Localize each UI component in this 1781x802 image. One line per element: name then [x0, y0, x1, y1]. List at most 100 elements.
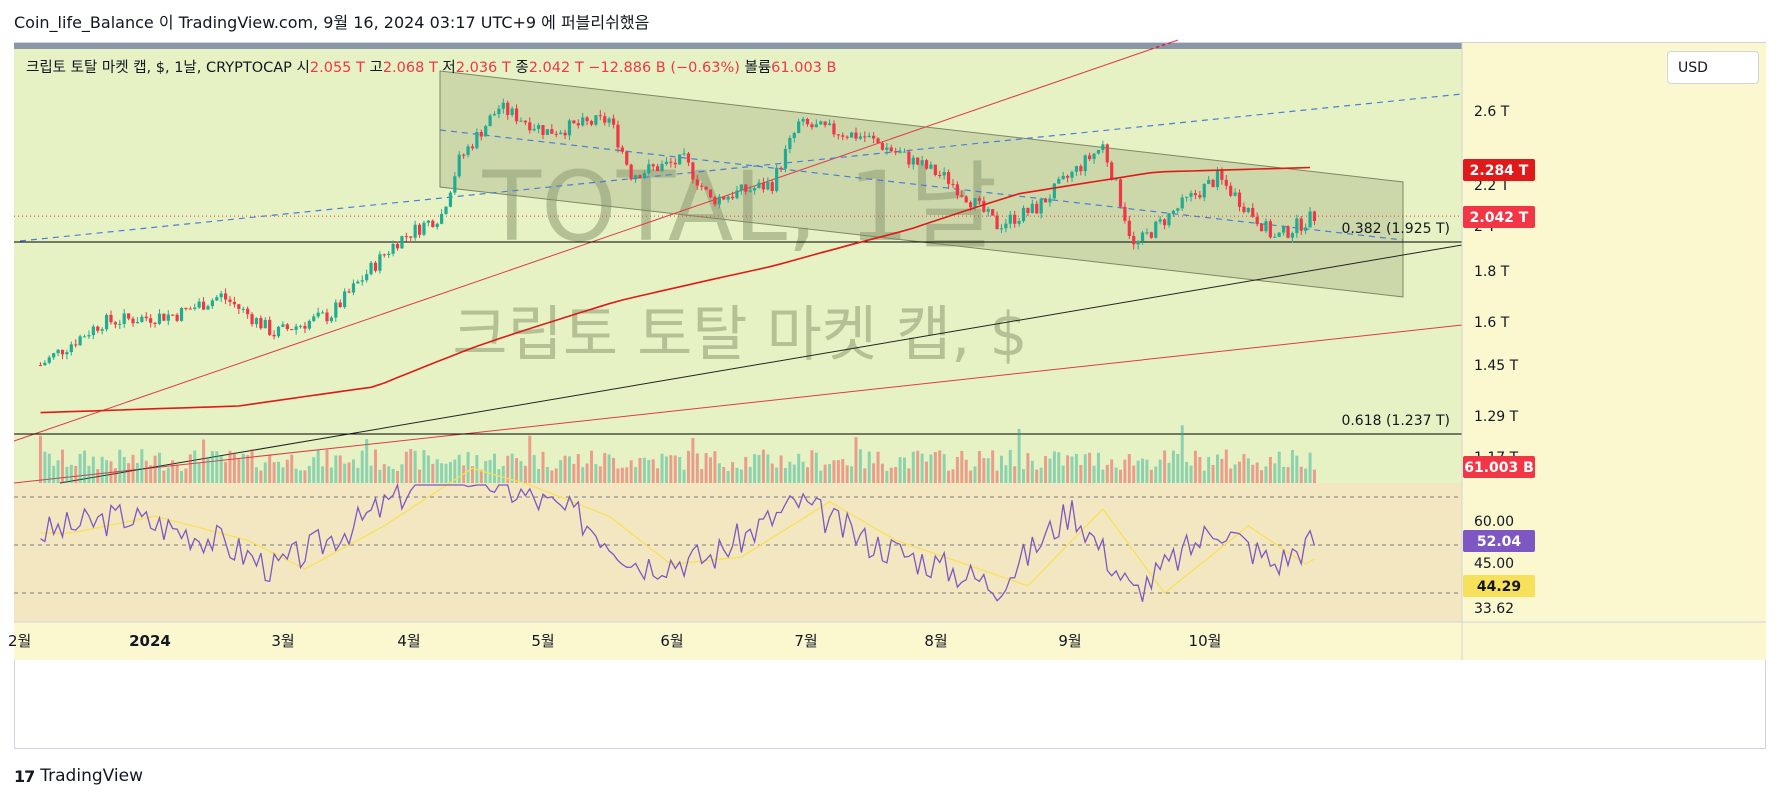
- candle[interactable]: [52, 353, 56, 358]
- candle[interactable]: [1176, 208, 1180, 211]
- candle[interactable]: [792, 132, 796, 139]
- candle[interactable]: [969, 202, 973, 208]
- candle[interactable]: [1162, 219, 1167, 226]
- candle[interactable]: [541, 125, 545, 135]
- candle[interactable]: [475, 132, 479, 149]
- candle[interactable]: [885, 147, 889, 150]
- candle[interactable]: [276, 326, 281, 337]
- time-axis[interactable]: [14, 622, 1766, 660]
- candle[interactable]: [1242, 206, 1246, 213]
- candle[interactable]: [351, 283, 356, 293]
- candle[interactable]: [532, 128, 536, 131]
- candle[interactable]: [673, 162, 677, 165]
- candle[interactable]: [845, 136, 849, 138]
- candle[interactable]: [1308, 211, 1312, 228]
- candle[interactable]: [704, 186, 708, 190]
- candle[interactable]: [453, 176, 457, 193]
- candle[interactable]: [1043, 198, 1048, 203]
- candle[interactable]: [603, 116, 607, 123]
- candle[interactable]: [867, 135, 871, 138]
- candle[interactable]: [193, 307, 197, 309]
- candle[interactable]: [1158, 219, 1162, 222]
- candle[interactable]: [488, 115, 492, 127]
- candle[interactable]: [973, 198, 977, 208]
- candle[interactable]: [1048, 198, 1052, 203]
- candle[interactable]: [1277, 232, 1281, 237]
- candle[interactable]: [964, 196, 968, 203]
- candle[interactable]: [1180, 197, 1184, 209]
- candle[interactable]: [832, 123, 836, 135]
- candle[interactable]: [149, 318, 153, 323]
- candle[interactable]: [1198, 195, 1202, 198]
- candle[interactable]: [664, 161, 669, 165]
- candle[interactable]: [1057, 179, 1061, 184]
- candle[interactable]: [96, 326, 100, 331]
- candle[interactable]: [1026, 207, 1030, 214]
- candle[interactable]: [938, 175, 942, 177]
- candle[interactable]: [863, 136, 867, 138]
- candle[interactable]: [523, 120, 527, 123]
- candle[interactable]: [814, 124, 818, 128]
- candle[interactable]: [1233, 192, 1237, 196]
- candle[interactable]: [492, 114, 497, 116]
- candle[interactable]: [1290, 233, 1295, 238]
- candle[interactable]: [691, 162, 695, 180]
- candle[interactable]: [986, 209, 990, 212]
- candle[interactable]: [444, 206, 448, 215]
- symbol-name[interactable]: 크립토 토탈 마켓 캡, $, 1날, CRYPTOCAP: [26, 60, 292, 76]
- trendline-red-lower[interactable]: [13, 324, 1463, 484]
- candle[interactable]: [510, 108, 514, 115]
- candle[interactable]: [1114, 179, 1118, 181]
- candle[interactable]: [338, 302, 342, 308]
- candle[interactable]: [259, 318, 263, 329]
- candle[interactable]: [175, 314, 179, 321]
- candle[interactable]: [74, 344, 78, 346]
- candle[interactable]: [127, 313, 131, 319]
- candle[interactable]: [1030, 203, 1034, 214]
- candle[interactable]: [805, 118, 810, 125]
- candle[interactable]: [506, 102, 510, 115]
- candle[interactable]: [748, 190, 752, 192]
- candle[interactable]: [1295, 218, 1299, 234]
- candle[interactable]: [1154, 221, 1158, 238]
- candle[interactable]: [91, 326, 95, 336]
- candle[interactable]: [457, 154, 461, 177]
- candle[interactable]: [1145, 232, 1149, 234]
- candle[interactable]: [770, 182, 774, 191]
- candle[interactable]: [766, 182, 770, 190]
- candle[interactable]: [783, 149, 788, 169]
- candle[interactable]: [118, 323, 122, 325]
- candle[interactable]: [157, 313, 162, 324]
- candle[interactable]: [303, 325, 307, 329]
- candle[interactable]: [823, 121, 827, 126]
- candle[interactable]: [38, 365, 43, 367]
- candle[interactable]: [1105, 144, 1109, 163]
- candle[interactable]: [678, 154, 682, 165]
- candle[interactable]: [779, 167, 783, 169]
- candle[interactable]: [1123, 206, 1127, 221]
- candle[interactable]: [911, 157, 915, 165]
- currency-selector[interactable]: USD: [1667, 51, 1759, 84]
- candle[interactable]: [1092, 153, 1096, 160]
- candle[interactable]: [1167, 213, 1171, 226]
- candle[interactable]: [140, 316, 144, 323]
- candle[interactable]: [382, 254, 386, 256]
- candle[interactable]: [1312, 211, 1317, 222]
- candle[interactable]: [1259, 224, 1264, 232]
- candle[interactable]: [656, 166, 660, 172]
- candle[interactable]: [440, 214, 444, 224]
- candle[interactable]: [651, 164, 655, 167]
- ma-line[interactable]: [40, 166, 1311, 414]
- candle[interactable]: [730, 196, 735, 199]
- candle[interactable]: [268, 319, 272, 335]
- candle[interactable]: [1273, 236, 1277, 238]
- candle[interactable]: [519, 120, 523, 122]
- candle[interactable]: [999, 228, 1004, 230]
- candle[interactable]: [528, 122, 532, 131]
- candle[interactable]: [638, 175, 642, 179]
- candle[interactable]: [219, 293, 223, 298]
- candle[interactable]: [916, 157, 920, 165]
- candle[interactable]: [1304, 227, 1308, 231]
- candle[interactable]: [1083, 155, 1087, 172]
- trendline-black[interactable]: [59, 244, 1463, 484]
